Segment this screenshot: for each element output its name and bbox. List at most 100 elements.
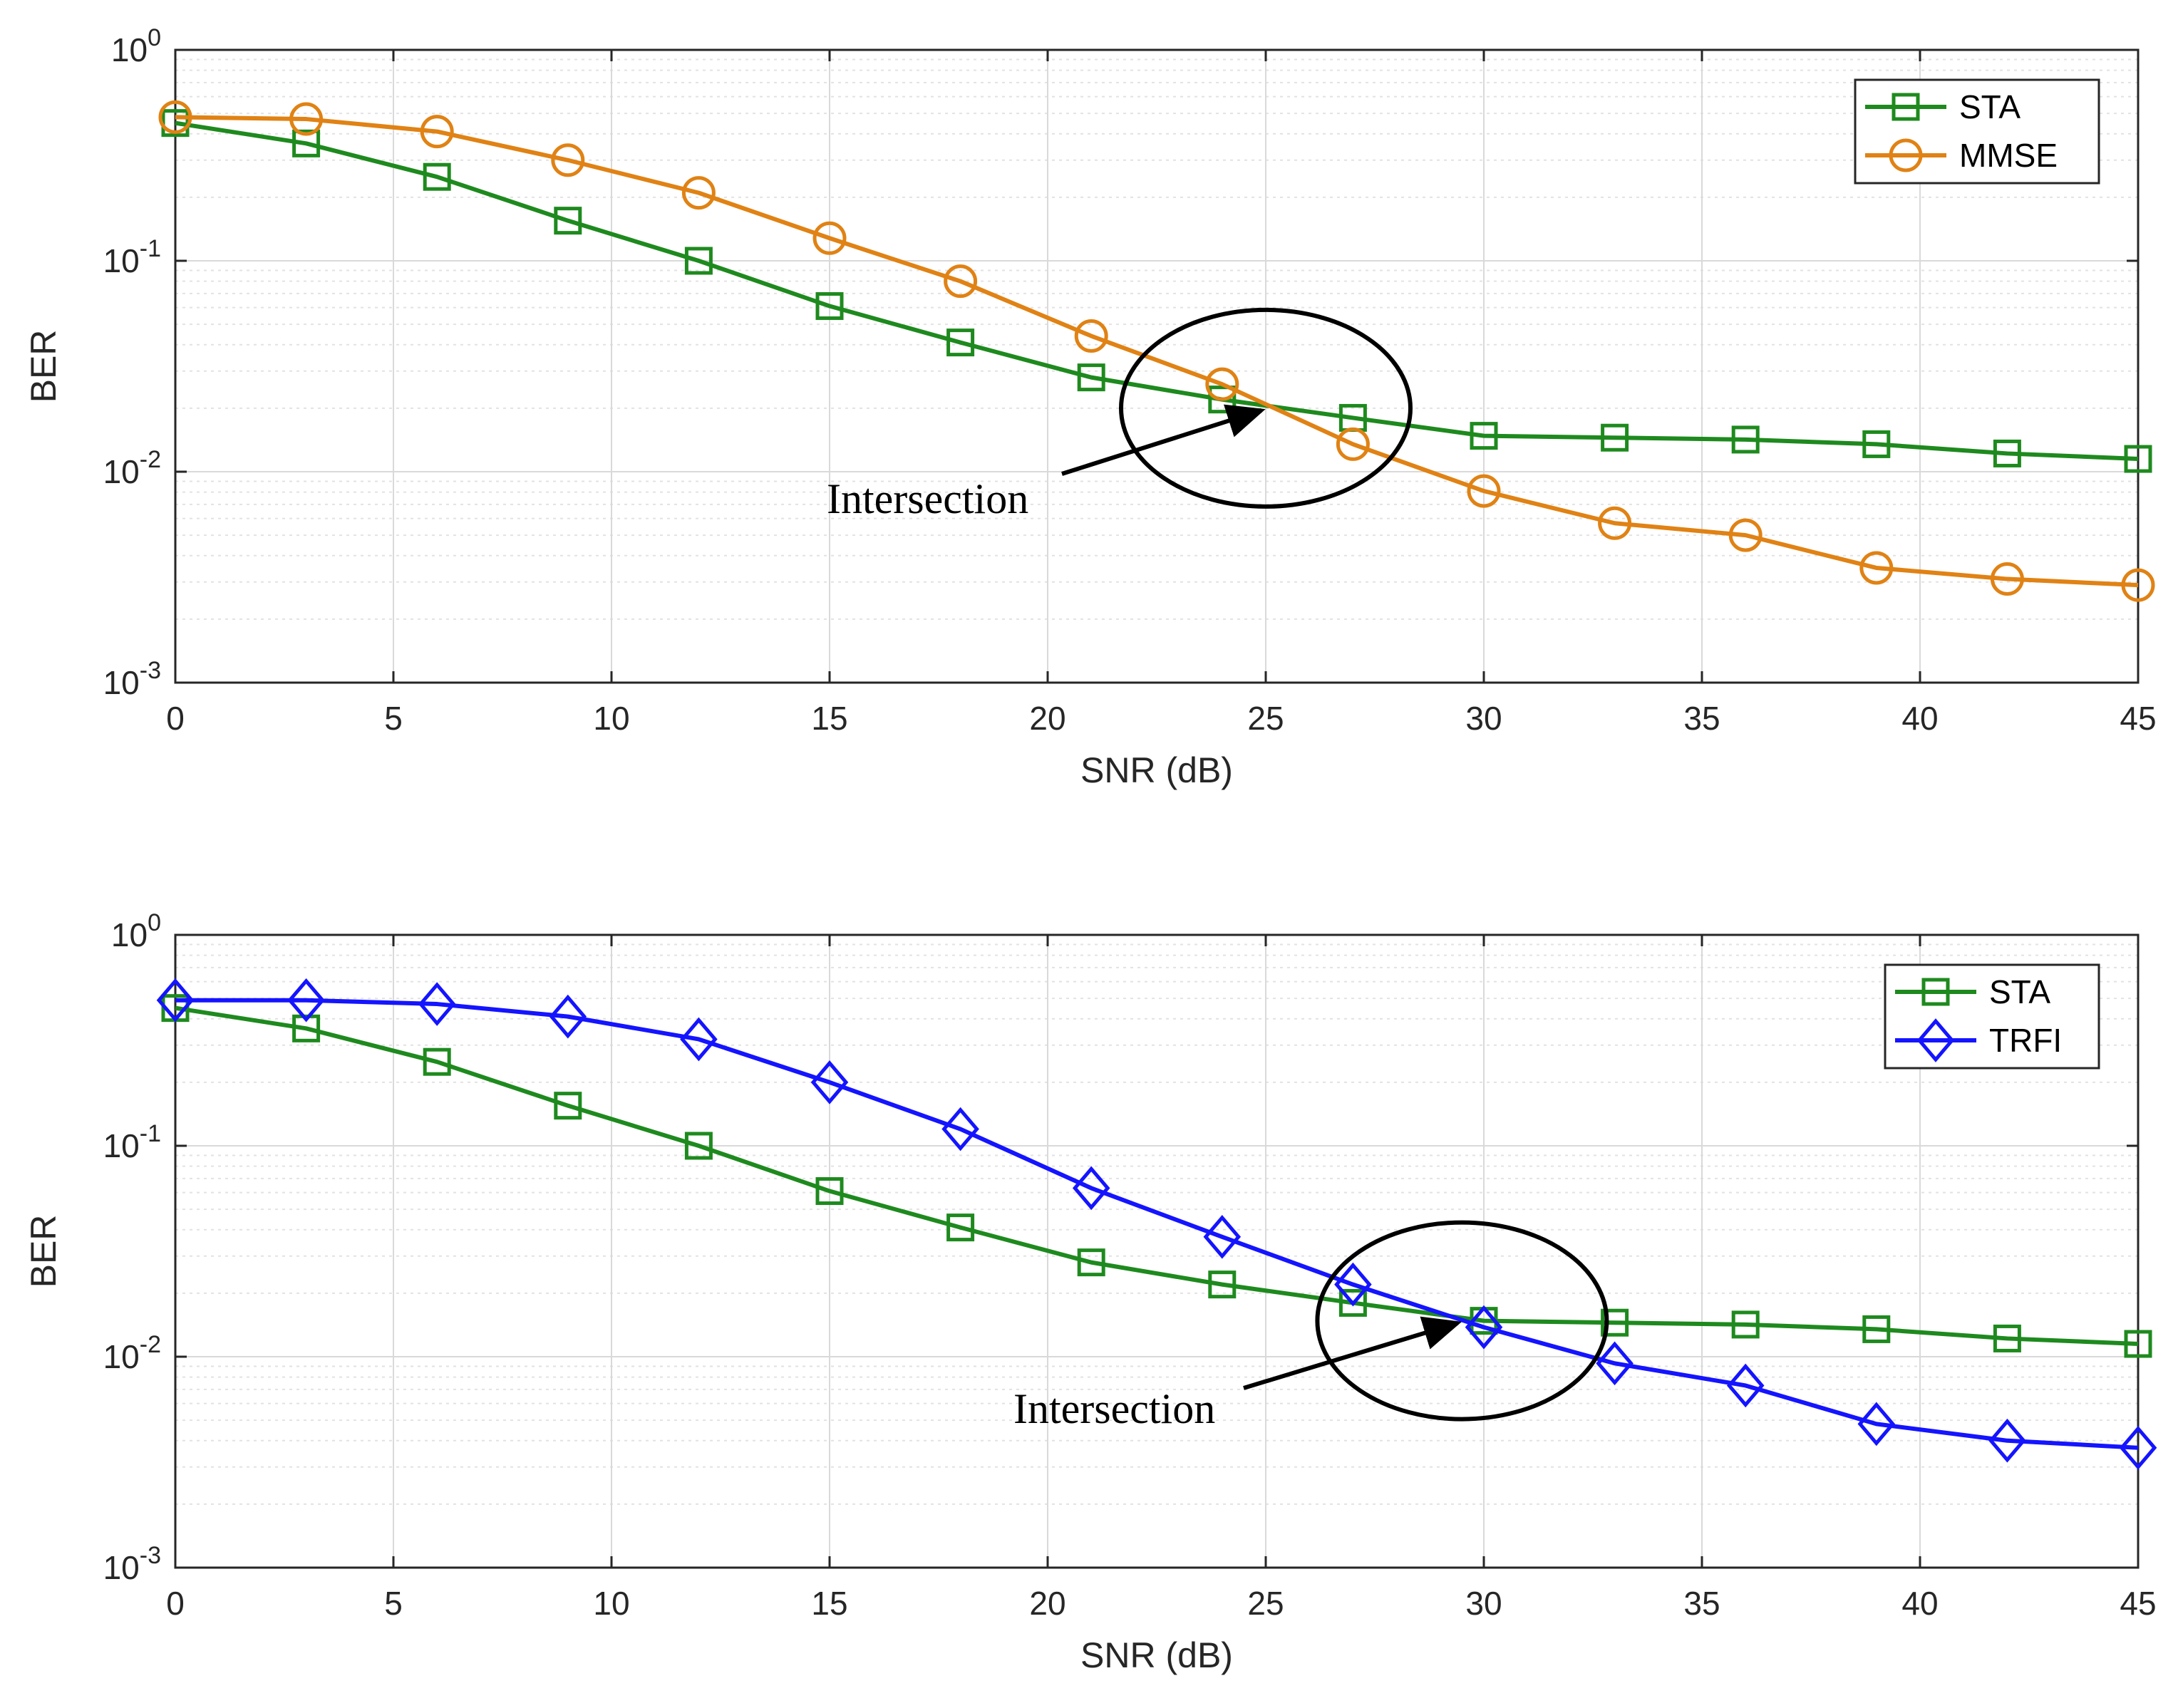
legend: STA TRFI — [1884, 963, 2100, 1070]
data-point-trfi — [156, 978, 195, 1023]
x-tick-label: 40 — [1901, 1585, 1938, 1622]
legend-marker-sta — [1892, 93, 1920, 121]
y-tick-exponent: 0 — [148, 909, 161, 936]
data-point-mmse — [2121, 568, 2155, 602]
data-point-sta — [1338, 1288, 1367, 1317]
data-point-trfi — [2119, 1425, 2157, 1470]
data-point-sta — [423, 1047, 451, 1076]
y-tick-label: 10-3 — [103, 1542, 161, 1586]
legend-label-sta: STA — [1959, 88, 2021, 125]
data-point-trfi — [1857, 1402, 1896, 1446]
y-tick-label: 10-2 — [103, 1331, 161, 1375]
y-axis-label: BER — [24, 1215, 63, 1288]
data-point-trfi — [1988, 1418, 2026, 1463]
y-tick-exponent: -3 — [140, 1542, 161, 1569]
y-tick-exponent: -2 — [140, 1331, 161, 1358]
data-point-mmse — [289, 102, 324, 136]
data-point-sta — [554, 1092, 582, 1120]
data-point-trfi — [1334, 1262, 1372, 1307]
data-point-sta — [684, 1132, 713, 1160]
y-tick-base: 10 — [111, 916, 148, 953]
x-tick-label: 10 — [593, 1585, 629, 1622]
data-point-sta — [1862, 1315, 1891, 1343]
intersection-ellipse — [1119, 307, 1413, 509]
series-line-mmse — [175, 115, 2139, 588]
legend: STA MMSE — [1854, 78, 2100, 185]
data-point-trfi — [1726, 1363, 1765, 1408]
data-point-trfi — [1465, 1305, 1503, 1350]
x-tick-label: 35 — [1683, 700, 1720, 737]
y-tick-exponent: 0 — [148, 24, 161, 51]
data-point-sta — [815, 1177, 844, 1206]
intersection-arrow — [1243, 1316, 1462, 1390]
data-point-mmse — [158, 100, 192, 134]
data-point-trfi — [941, 1107, 979, 1151]
data-point-sta — [1077, 1248, 1105, 1277]
y-tick-base: 10 — [103, 1338, 140, 1375]
data-point-mmse — [1990, 562, 2024, 596]
data-point-sta — [1601, 423, 1629, 452]
data-point-trfi — [680, 1017, 718, 1062]
x-axis-label: SNR (dB) — [1080, 750, 1233, 790]
data-point-mmse — [1467, 474, 1501, 508]
data-point-sta — [1862, 430, 1891, 458]
x-tick-label: 10 — [593, 700, 629, 737]
y-tick-exponent: -2 — [140, 446, 161, 473]
legend-marker-mmse — [1889, 138, 1923, 172]
data-point-sta — [946, 1213, 975, 1242]
y-tick-base: 10 — [103, 453, 140, 490]
y-axis-label: BER — [24, 330, 63, 403]
data-point-sta — [2124, 445, 2152, 473]
y-tick-exponent: -3 — [140, 657, 161, 684]
data-point-trfi — [1203, 1214, 1242, 1259]
x-tick-label: 15 — [811, 700, 847, 737]
intersection-ellipse — [1315, 1220, 1609, 1422]
x-tick-label: 30 — [1465, 1585, 1502, 1622]
x-tick-label: 35 — [1683, 1585, 1720, 1622]
axes-box — [174, 933, 2140, 1569]
data-point-sta — [1601, 1308, 1629, 1337]
data-point-mmse — [420, 115, 454, 149]
data-point-sta — [292, 129, 321, 157]
y-tick-exponent: -1 — [140, 1120, 161, 1147]
x-tick-label: 0 — [166, 1585, 185, 1622]
x-tick-label: 15 — [811, 1585, 847, 1622]
y-tick-base: 10 — [103, 242, 140, 279]
data-point-mmse — [1859, 551, 1894, 585]
x-tick-label: 30 — [1465, 700, 1502, 737]
x-axis-label: SNR (dB) — [1080, 1635, 1233, 1675]
y-tick-label: 10-1 — [103, 1120, 161, 1164]
x-tick-label: 5 — [384, 1585, 403, 1622]
y-tick-base: 10 — [103, 1549, 140, 1586]
data-point-sta — [1731, 425, 1760, 454]
data-point-mmse — [1205, 367, 1239, 401]
y-tick-base: 10 — [111, 31, 148, 68]
series-mmse — [158, 100, 2155, 602]
legend-label-sta: STA — [1989, 973, 2050, 1010]
plot-area — [175, 50, 2138, 683]
y-tick-label: 10-1 — [103, 235, 161, 279]
x-tick-label: 45 — [2120, 700, 2156, 737]
legend-label-mmse: MMSE — [1959, 137, 2058, 174]
series-line-trfi — [175, 998, 2139, 1450]
legend-marker-sta — [1921, 978, 1950, 1006]
legend-box — [1884, 963, 2100, 1070]
series-line-sta — [175, 120, 2139, 462]
y-tick-base: 10 — [103, 664, 140, 701]
data-point-sta — [1208, 1270, 1237, 1299]
data-point-sta — [554, 207, 582, 235]
y-tick-base: 10 — [103, 1127, 140, 1164]
data-point-trfi — [418, 982, 456, 1026]
intersection-label: Intersection — [827, 475, 1028, 522]
y-tick-label: 10-2 — [103, 446, 161, 490]
data-point-mmse — [1336, 427, 1370, 461]
intersection-annotation: Intersection — [1013, 1220, 1609, 1432]
x-tick-label: 25 — [1247, 1585, 1284, 1622]
data-point-sta — [815, 292, 844, 321]
data-point-sta — [1077, 363, 1105, 392]
legend-marker-trfi — [1916, 1018, 1955, 1062]
x-tick-label: 45 — [2120, 1585, 2156, 1622]
